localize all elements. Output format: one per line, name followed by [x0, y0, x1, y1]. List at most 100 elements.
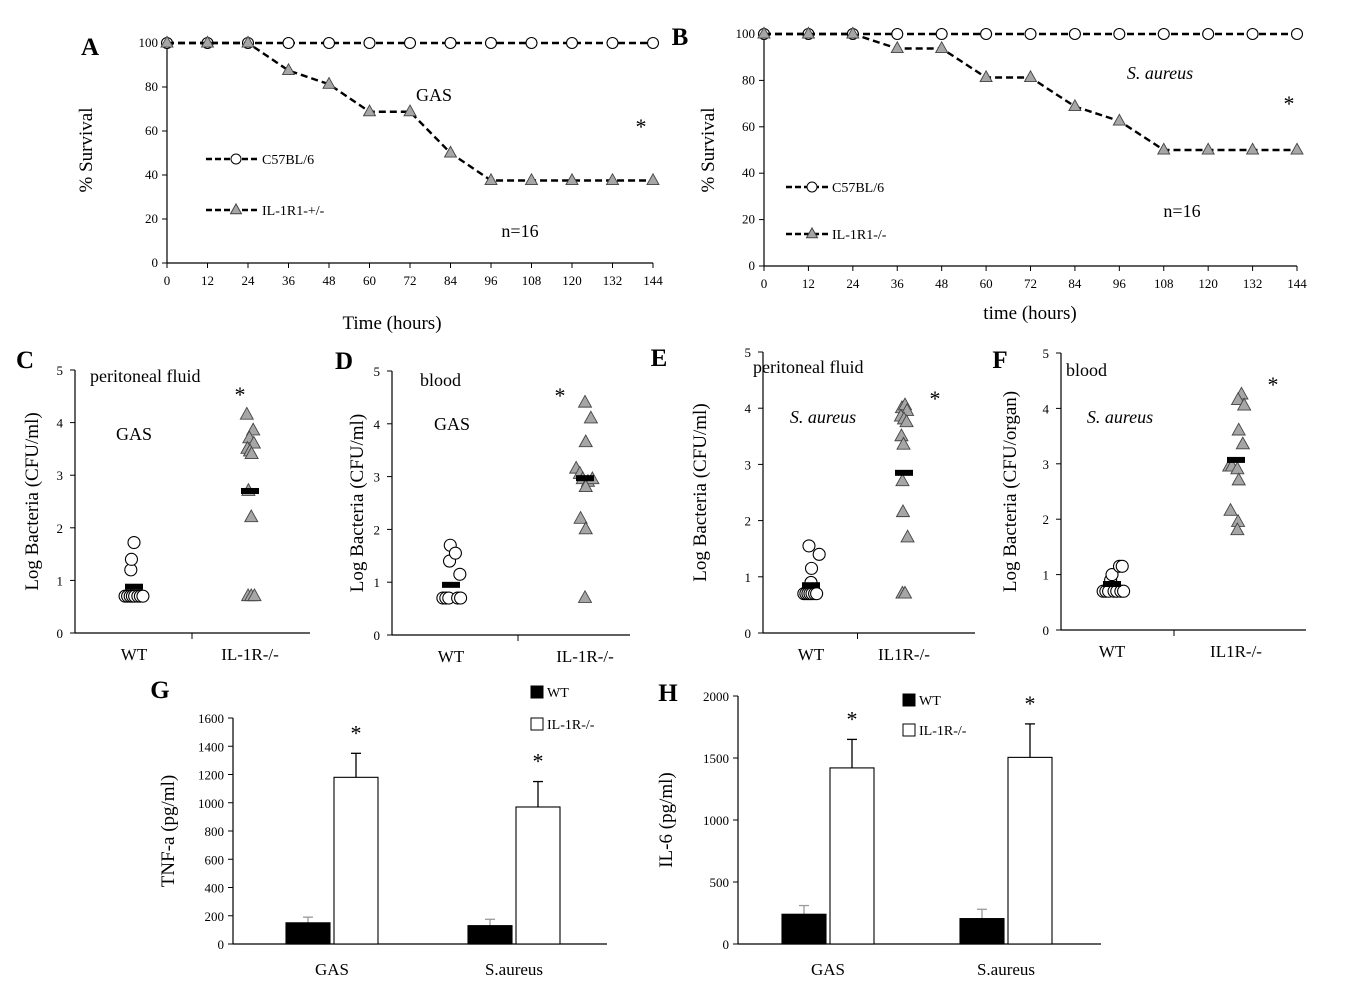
panel-label: F — [992, 347, 1007, 374]
data-point-circle — [810, 587, 824, 601]
bar-wt — [781, 913, 827, 945]
data-point-circle — [282, 36, 295, 50]
legend-marker-triangle — [229, 202, 243, 215]
data-point-triangle — [934, 40, 949, 54]
category-label: GAS — [811, 960, 845, 979]
y-tick-label: 4 — [57, 416, 64, 431]
bar-il1r — [1007, 756, 1053, 945]
y-tick-label: 80 — [742, 72, 755, 87]
y-tick-label: 0 — [723, 937, 730, 952]
bar-wt — [959, 918, 1005, 945]
data-point-circle — [454, 591, 468, 605]
y-tick-label: 1 — [57, 573, 64, 588]
chart-title: GAS — [416, 85, 452, 105]
panel-label: H — [658, 680, 678, 707]
y-tick-label: 5 — [1043, 346, 1050, 361]
y-tick-label: 100 — [736, 26, 756, 41]
bar-wt — [285, 922, 331, 945]
significance-star: * — [636, 114, 647, 139]
data-point-circle — [525, 36, 538, 50]
y-tick-label: 1400 — [198, 739, 224, 754]
legend-label: IL-1R-/- — [919, 724, 967, 739]
sample-size-note: n=16 — [501, 221, 538, 241]
x-tick-label: 72 — [404, 273, 417, 288]
y-tick-label: 4 — [1043, 401, 1050, 416]
legend-label: C57BL/6 — [262, 153, 314, 168]
data-point-triangle — [1230, 522, 1245, 536]
chart-title: S. aureus — [1127, 63, 1193, 83]
y-tick-label: 1600 — [198, 711, 224, 726]
y-tick-label: 5 — [374, 364, 381, 379]
x-tick-label: 120 — [562, 273, 582, 288]
category-label: S.aureus — [485, 960, 543, 979]
y-tick-label: 3 — [374, 470, 381, 485]
panel-label: C — [16, 347, 34, 374]
mean-bar — [576, 475, 594, 482]
data-point-circle — [606, 36, 619, 50]
panel-label: B — [672, 24, 689, 51]
y-tick-label: 40 — [145, 167, 158, 182]
category-label: IL-1R-/- — [221, 645, 279, 664]
data-point-triangle — [646, 172, 660, 186]
data-point-triangle — [244, 445, 259, 460]
mean-bar — [1103, 581, 1121, 588]
data-point-triangle — [900, 529, 915, 543]
data-point-triangle — [573, 510, 588, 524]
y-tick-label: 1 — [374, 575, 381, 590]
chart-subtitle: S. aureus — [1087, 407, 1153, 427]
y-tick-label: 200 — [205, 909, 225, 924]
category-label: GAS — [315, 960, 349, 979]
data-point-triangle — [846, 26, 860, 39]
y-axis-label: TNF-a (pg/ml) — [158, 775, 179, 887]
legend-swatch — [530, 717, 544, 731]
y-axis-label: % Survival — [76, 108, 97, 193]
y-tick-label: 0 — [749, 258, 756, 273]
legend-label: C57BL/6 — [832, 181, 884, 196]
data-point-circle — [453, 567, 467, 581]
data-point-circle — [444, 36, 457, 50]
x-tick-label: 0 — [761, 276, 768, 291]
significance-star: * — [1268, 372, 1279, 397]
y-tick-label: 3 — [57, 468, 64, 483]
y-tick-label: 40 — [742, 165, 755, 180]
data-point-triangle — [1231, 422, 1246, 436]
data-point-triangle — [1112, 113, 1127, 126]
y-axis-label: % Survival — [698, 108, 719, 193]
data-point-triangle — [1290, 142, 1304, 155]
significance-star: * — [1284, 91, 1295, 116]
y-tick-label: 0 — [152, 255, 159, 270]
y-tick-label: 80 — [145, 79, 158, 94]
category-label: WT — [1099, 642, 1126, 661]
y-tick-label: 60 — [145, 123, 158, 138]
x-tick-label: 132 — [1243, 276, 1263, 291]
x-tick-label: 12 — [201, 273, 214, 288]
y-tick-label: 2 — [57, 521, 64, 536]
y-tick-label: 1000 — [198, 796, 224, 811]
bar-il1r — [333, 776, 379, 945]
data-point-triangle — [894, 428, 909, 442]
data-point-triangle — [1236, 397, 1252, 411]
survival-chart-A: A 0 20 40 60 80 100 0 12 24 36 48 60 72 84 96 108 120 132 1… — [76, 34, 663, 334]
y-tick-label: 0 — [57, 626, 64, 641]
data-point-circle — [646, 36, 660, 50]
y-tick-label: 4 — [374, 417, 381, 432]
y-tick-label: 400 — [205, 881, 225, 896]
data-point-triangle — [281, 62, 296, 76]
category-label: S.aureus — [977, 960, 1035, 979]
significance-star: * — [555, 383, 566, 408]
data-point-triangle — [1230, 391, 1246, 405]
y-tick-label: 100 — [139, 35, 159, 50]
category-label: IL1R-/- — [878, 645, 930, 664]
legend-swatch — [902, 693, 916, 707]
data-point-circle — [1105, 568, 1119, 582]
x-tick-label: 60 — [363, 273, 376, 288]
x-tick-label: 0 — [164, 273, 171, 288]
mean-bar — [1227, 456, 1245, 463]
x-axis-label: Time (hours) — [342, 313, 441, 334]
y-tick-label: 2 — [1043, 512, 1050, 527]
data-point-triangle — [578, 478, 594, 493]
data-point-circle — [1068, 27, 1081, 41]
data-point-triangle — [757, 26, 771, 39]
y-tick-label: 20 — [742, 212, 755, 227]
chart-subtitle: GAS — [116, 424, 152, 444]
